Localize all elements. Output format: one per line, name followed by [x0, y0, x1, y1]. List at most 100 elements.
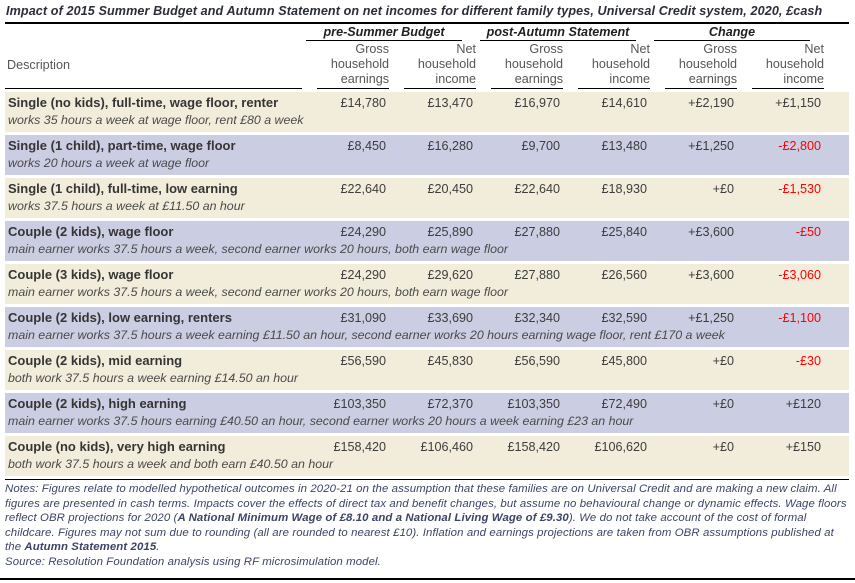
- row-description: Couple (2 kids), mid earning: [8, 353, 183, 368]
- value-cell: £31,090: [340, 311, 386, 325]
- column-header: Net household income: [389, 42, 476, 89]
- page-bottom-divider: [0, 578, 855, 580]
- group-header: pre-Summer Budget: [302, 25, 476, 41]
- value-cell: £18,930: [601, 182, 647, 196]
- group-header-row: pre-Summer Budget post-Autumn Statement Ch…: [5, 25, 849, 41]
- value-cell: £45,800: [601, 354, 647, 368]
- value-cell: £24,290: [340, 225, 386, 239]
- value-cell: -£50: [795, 225, 821, 239]
- notes-segment: A National Minimum Wage of £8.10 and a N…: [177, 512, 569, 524]
- value-cell: +£150: [785, 440, 821, 454]
- column-header-line: household: [678, 57, 737, 71]
- row-detail: works 35 hours a week at wage floor, ren…: [8, 113, 304, 127]
- table-row: Couple (3 kids), wage floor £24,290 £29,62…: [5, 264, 849, 304]
- page-title: Impact of 2015 Summer Budget and Autumn …: [6, 4, 823, 18]
- value-cell: £32,340: [514, 311, 560, 325]
- value-cell: £16,970: [514, 96, 560, 110]
- column-header-line: earnings: [688, 72, 737, 86]
- column-header: Gross household earnings: [302, 42, 389, 89]
- table-row: Single (1 child), part-time, wage floor £…: [5, 135, 849, 175]
- table-body: Single (no kids), full-time, wage floor,…: [5, 92, 849, 476]
- value-cell: £13,480: [601, 139, 647, 153]
- table-row-main: Single (no kids), full-time, wage floor,…: [5, 94, 849, 112]
- column-header-line: household: [765, 57, 824, 71]
- value-cell: +£1,150: [775, 96, 821, 110]
- column-header-line: Net: [804, 42, 824, 56]
- value-cell: £29,620: [427, 268, 473, 282]
- group-header-label: post-Autumn Statement: [480, 25, 636, 41]
- row-detail: main earner works 37.5 hours earning £40…: [8, 414, 634, 428]
- column-header-label: Net household income: [404, 42, 476, 89]
- value-cell: +£1,250: [688, 139, 734, 153]
- table-row: Couple (no kids), very high earning £158,…: [5, 436, 849, 476]
- value-cell: -£1,100: [778, 311, 821, 325]
- value-cell: £72,370: [427, 397, 473, 411]
- row-detail: both work 37.5 hours a week earning £14.…: [8, 371, 299, 385]
- column-header-line: earnings: [340, 72, 389, 86]
- title-divider: [5, 22, 849, 24]
- row-description: Couple (2 kids), high earning: [8, 396, 187, 411]
- column-header-line: household: [330, 57, 389, 71]
- value-cell: £103,350: [507, 397, 560, 411]
- value-cell: £27,880: [514, 225, 560, 239]
- value-cell: +£2,190: [688, 96, 734, 110]
- source-text: Source: Resolution Foundation analysis u…: [5, 555, 381, 568]
- column-header-label: Gross household earnings: [491, 42, 563, 89]
- row-description: Single (1 child), part-time, wage floor: [8, 138, 236, 153]
- row-detail: main earner works 37.5 hours a week, sec…: [8, 242, 509, 256]
- value-cell: £16,280: [427, 139, 473, 153]
- table-row-main: Couple (no kids), very high earning £158,…: [5, 438, 849, 456]
- value-cell: £8,450: [347, 139, 386, 153]
- table-row: Couple (2 kids), mid earning £56,590 £45,8…: [5, 350, 849, 390]
- value-cell: -£1,530: [778, 182, 821, 196]
- value-cell: £106,460: [420, 440, 473, 454]
- value-cell: £106,620: [594, 440, 647, 454]
- column-header: Net household income: [563, 42, 650, 89]
- notes-segment: .: [156, 541, 160, 553]
- value-cell: £20,450: [427, 182, 473, 196]
- column-header-line: income: [609, 72, 650, 86]
- table-row: Couple (2 kids), high earning £103,350 £72…: [5, 393, 849, 433]
- column-header-line: household: [591, 57, 650, 71]
- value-cell: £33,690: [427, 311, 473, 325]
- column-header-label: Gross household earnings: [317, 42, 389, 89]
- table-row-main: Couple (3 kids), wage floor £24,290 £29,62…: [5, 266, 849, 284]
- value-cell: £158,420: [333, 440, 386, 454]
- table-row: Single (no kids), full-time, wage floor,…: [5, 92, 849, 132]
- notes-text: Notes: Figures relate to modelled hypoth…: [5, 482, 849, 555]
- row-description: Couple (3 kids), wage floor: [8, 267, 174, 282]
- table-row-main: Single (1 child), full-time, low earning…: [5, 180, 849, 198]
- value-cell: £25,840: [601, 225, 647, 239]
- value-cell: -£2,800: [778, 139, 821, 153]
- row-detail: works 37.5 hours a week at £11.50 an hou…: [8, 199, 245, 213]
- row-description: Couple (2 kids), low earning, renters: [8, 310, 232, 325]
- table-row-main: Couple (2 kids), high earning £103,350 £72…: [5, 395, 849, 413]
- value-cell: +£0: [712, 440, 734, 454]
- column-header-line: Gross: [703, 42, 737, 56]
- value-cell: £32,590: [601, 311, 647, 325]
- table-row: Couple (2 kids), wage floor £24,290 £25,89…: [5, 221, 849, 261]
- value-cell: £26,560: [601, 268, 647, 282]
- notes-segment: ). We do not take account of the cost of…: [5, 512, 834, 553]
- row-detail: works 20 hours a week at wage floor: [8, 156, 210, 170]
- row-description: Single (1 child), full-time, low earning: [8, 181, 238, 196]
- value-cell: +£0: [712, 397, 734, 411]
- group-header: Change: [650, 25, 824, 41]
- column-header-line: Net: [630, 42, 650, 56]
- value-cell: +£120: [785, 397, 821, 411]
- description-column-header: Description: [5, 42, 302, 89]
- column-header-line: Gross: [529, 42, 563, 56]
- value-cell: £14,610: [601, 96, 647, 110]
- value-cell: £13,470: [427, 96, 473, 110]
- row-detail: both work 37.5 hours a week and both ear…: [8, 457, 334, 471]
- value-cell: +£0: [712, 354, 734, 368]
- column-header-line: Gross: [355, 42, 389, 56]
- value-cell: +£3,600: [688, 268, 734, 282]
- notes-segment: Notes: Figures relate to modelled hypoth…: [5, 483, 847, 524]
- table-row-main: Couple (2 kids), low earning, renters £31…: [5, 309, 849, 327]
- row-detail: main earner works 37.5 hours a week earn…: [8, 328, 725, 342]
- column-header-line: income: [435, 72, 476, 86]
- value-cell: £56,590: [514, 354, 560, 368]
- report-table-page: Impact of 2015 Summer Budget and Autumn …: [5, 4, 849, 568]
- column-header: Net household income: [737, 42, 824, 89]
